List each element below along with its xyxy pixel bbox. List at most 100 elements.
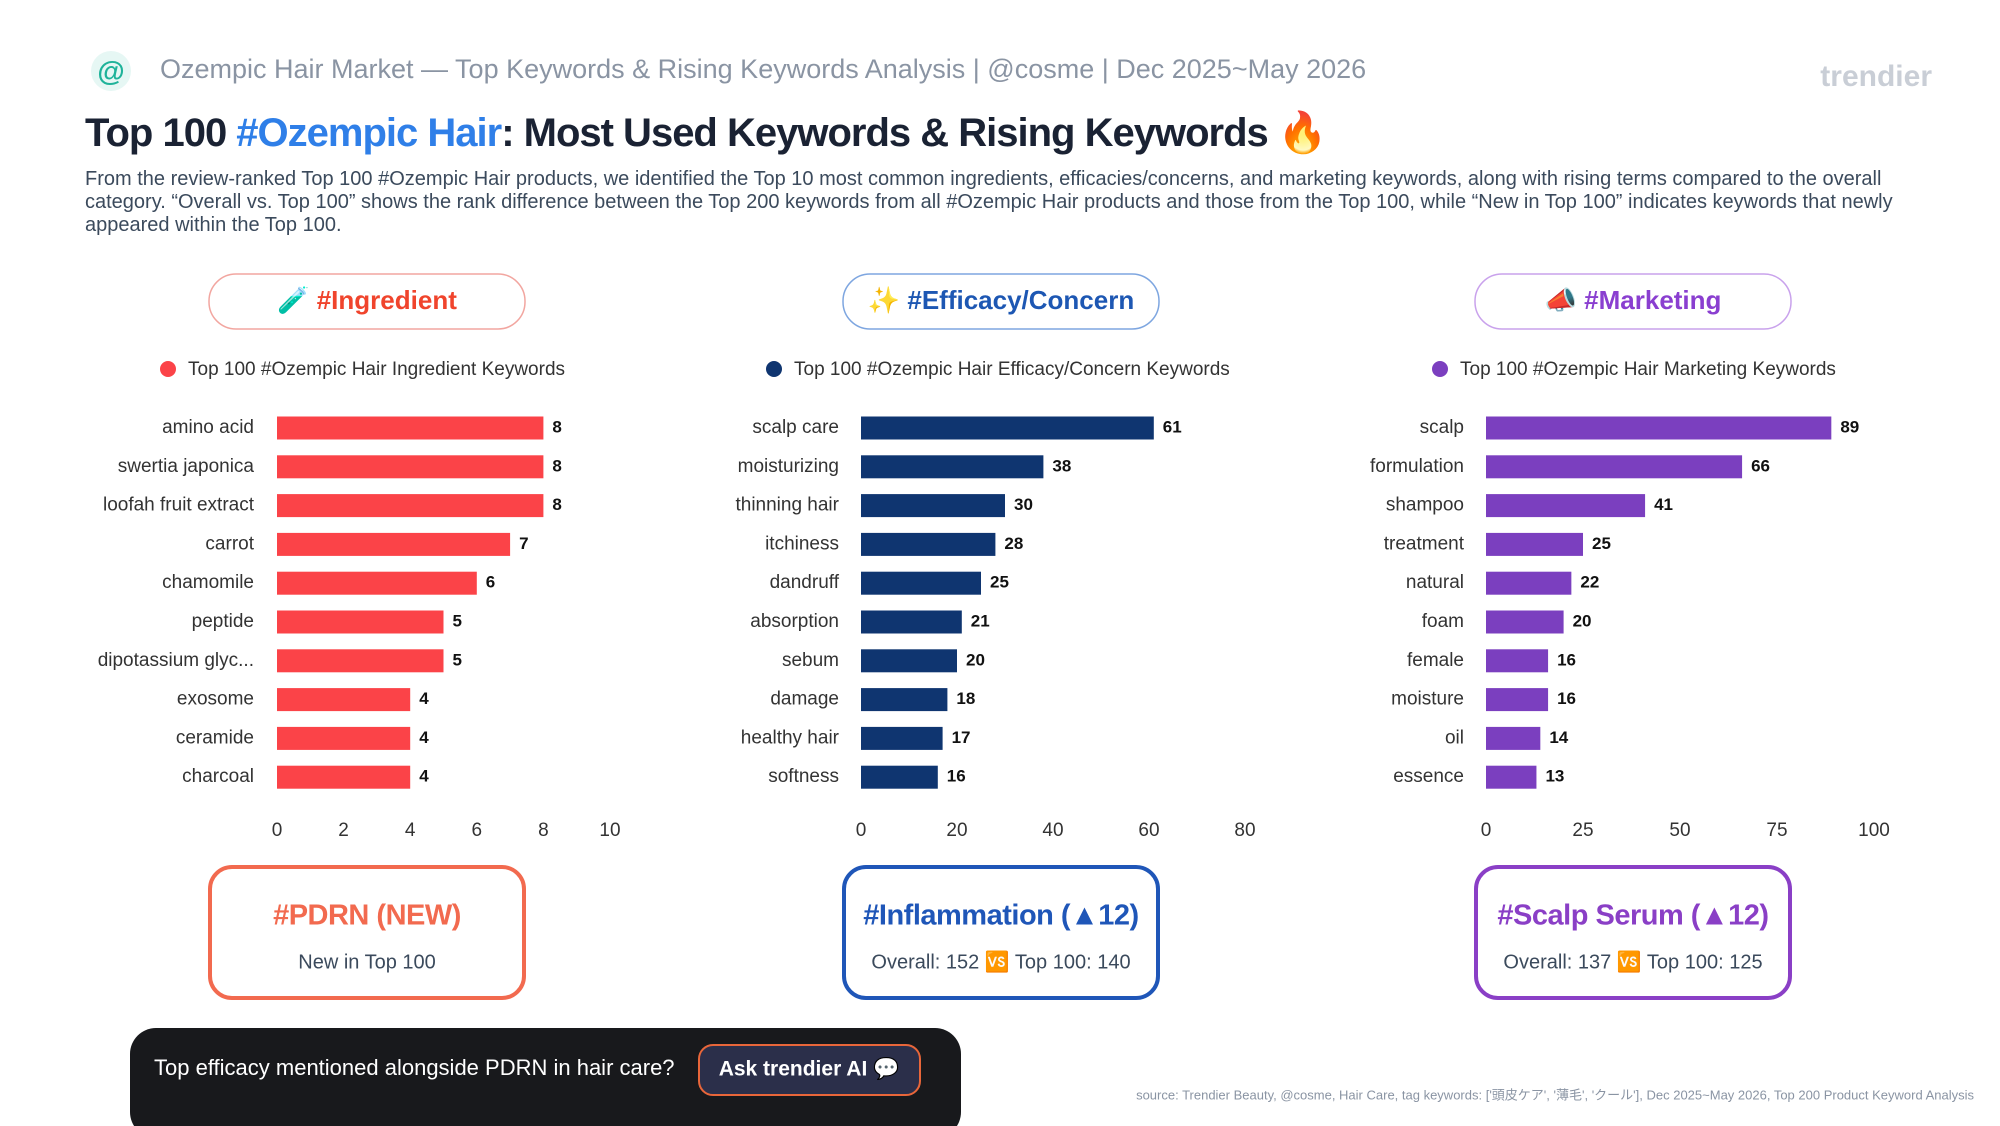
value-label: 4 xyxy=(419,689,429,708)
ask-question: Top efficacy mentioned alongside PDRN in… xyxy=(154,1055,675,1080)
category-label: carrot xyxy=(205,533,254,554)
main-title: Top 100 #Ozempic Hair: Most Used Keyword… xyxy=(85,109,1327,155)
x-tick-label: 100 xyxy=(1858,820,1890,841)
bar xyxy=(1486,765,1537,789)
x-tick-label: 10 xyxy=(599,820,620,841)
title-part: : Most Used Keywords & Rising Keywords 🔥 xyxy=(501,109,1327,155)
bar xyxy=(1486,494,1646,518)
highlight-detail: Overall: 152 🆚 Top 100: 140 xyxy=(871,949,1130,973)
x-tick-label: 50 xyxy=(1669,820,1690,841)
bar xyxy=(861,494,1005,518)
x-tick-label: 0 xyxy=(856,820,867,841)
bar xyxy=(277,765,411,789)
category-pill xyxy=(1474,273,1792,330)
value-label: 22 xyxy=(1580,573,1599,592)
bar xyxy=(861,610,962,634)
bar xyxy=(861,455,1044,479)
bar xyxy=(277,726,411,750)
value-label: 5 xyxy=(453,650,462,669)
ask-button[interactable] xyxy=(698,1044,921,1096)
value-label: 7 xyxy=(519,534,528,553)
logo-icon: @ xyxy=(97,55,124,86)
value-label: 41 xyxy=(1654,495,1673,514)
value-label: 28 xyxy=(1004,534,1023,553)
category-label: moisture xyxy=(1391,689,1464,710)
value-label: 18 xyxy=(956,689,975,708)
legend-label: Top 100 #Ozempic Hair Efficacy/Concern K… xyxy=(794,359,1230,380)
category-label: absorption xyxy=(750,611,839,632)
legend-label: Top 100 #Ozempic Hair Ingredient Keyword… xyxy=(188,359,565,380)
bar xyxy=(861,765,938,789)
bar xyxy=(1486,532,1583,556)
category-pill xyxy=(208,273,526,330)
x-tick-label: 2 xyxy=(338,820,349,841)
x-tick-label: 40 xyxy=(1042,820,1063,841)
x-tick-label: 75 xyxy=(1766,820,1787,841)
highlight-title: #Inflammation (▲12) xyxy=(863,900,1138,932)
category-label: amino acid xyxy=(162,417,254,438)
highlight-card xyxy=(1474,865,1792,1000)
category-title: ✨ #Efficacy/Concern xyxy=(868,285,1134,315)
x-tick-label: 0 xyxy=(1481,820,1492,841)
highlight-card xyxy=(842,865,1160,1000)
x-tick-label: 25 xyxy=(1572,820,1593,841)
x-tick-label: 20 xyxy=(946,820,967,841)
value-label: 6 xyxy=(486,573,495,592)
category-label: thinning hair xyxy=(735,495,839,516)
category-label: female xyxy=(1407,650,1464,671)
legend-marker xyxy=(160,361,176,377)
highlight-card xyxy=(208,865,526,1000)
category-label: exosome xyxy=(177,689,254,710)
category-label: oil xyxy=(1445,727,1464,748)
bar xyxy=(861,726,943,750)
value-label: 25 xyxy=(990,573,1009,592)
value-label: 38 xyxy=(1052,456,1071,475)
value-label: 16 xyxy=(1557,650,1576,669)
value-label: 5 xyxy=(453,611,462,630)
category-label: peptide xyxy=(192,611,254,632)
x-tick-label: 0 xyxy=(272,820,283,841)
bar xyxy=(861,688,948,712)
category-label: dandruff xyxy=(770,572,840,593)
bar xyxy=(277,571,477,595)
bar xyxy=(861,649,957,673)
logo xyxy=(91,51,131,91)
category-label: damage xyxy=(770,689,839,710)
value-label: 30 xyxy=(1014,495,1033,514)
category-label: sebum xyxy=(782,650,839,671)
category-title: 🧪 #Ingredient xyxy=(277,285,457,315)
bar xyxy=(861,571,981,595)
brand: trendier xyxy=(1820,60,1932,93)
source: source: Trendier Beauty, @cosme, Hair Ca… xyxy=(1136,1087,1974,1102)
bar xyxy=(277,455,544,479)
legend-label: Top 100 #Ozempic Hair Marketing Keywords xyxy=(1460,359,1836,380)
bar xyxy=(1486,726,1541,750)
value-label: 14 xyxy=(1549,728,1568,747)
value-label: 16 xyxy=(947,767,966,786)
ask-button-label[interactable]: Ask trendier AI 💬 xyxy=(719,1056,900,1081)
category-label: moisturizing xyxy=(738,456,839,477)
description: From the review-ranked Top 100 #Ozempic … xyxy=(85,168,1893,236)
value-label: 17 xyxy=(952,728,971,747)
value-label: 8 xyxy=(552,456,561,475)
x-tick-label: 8 xyxy=(538,820,549,841)
bar xyxy=(277,649,444,673)
category-label: foam xyxy=(1422,611,1464,632)
value-label: 21 xyxy=(971,611,990,630)
bar xyxy=(277,494,544,518)
value-label: 16 xyxy=(1557,689,1576,708)
bar xyxy=(1486,610,1564,634)
bar xyxy=(861,416,1154,440)
category-label: formulation xyxy=(1370,456,1464,477)
category-label: loofah fruit extract xyxy=(103,495,255,516)
bar xyxy=(1486,571,1572,595)
x-tick-label: 6 xyxy=(472,820,483,841)
x-tick-label: 4 xyxy=(405,820,416,841)
category-label: swertia japonica xyxy=(118,456,255,477)
value-label: 20 xyxy=(966,650,985,669)
value-label: 20 xyxy=(1573,611,1592,630)
category-label: softness xyxy=(768,766,839,787)
category-label: ceramide xyxy=(176,727,254,748)
